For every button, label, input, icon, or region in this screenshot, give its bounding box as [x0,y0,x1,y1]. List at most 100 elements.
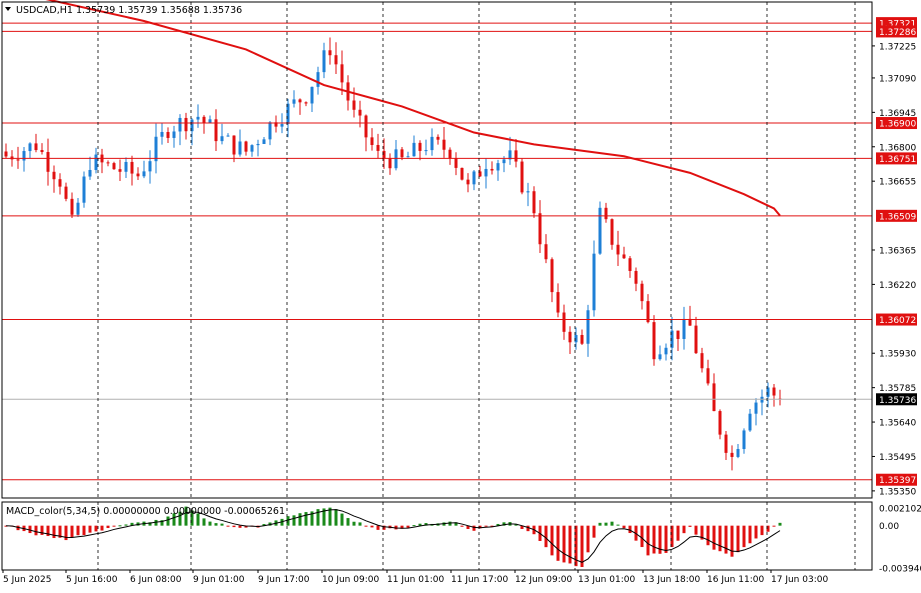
candle-bullish[interactable] [22,151,26,161]
candle-bearish[interactable] [610,219,614,245]
candle-bullish[interactable] [292,99,296,104]
candle-bearish[interactable] [568,331,572,343]
candle-bullish[interactable] [598,207,602,254]
candle-bearish[interactable] [646,301,650,323]
candle-bearish[interactable] [64,186,68,199]
candle-bearish[interactable] [184,117,188,132]
candle-bearish[interactable] [130,161,134,174]
candle-bearish[interactable] [40,150,44,153]
candle-bearish[interactable] [118,169,122,172]
candle-bearish[interactable] [358,109,362,116]
candle-bearish[interactable] [58,179,62,187]
candle-bearish[interactable] [4,151,8,157]
candle-bearish[interactable] [340,64,344,83]
candle-bullish[interactable] [196,116,200,120]
candle-bullish[interactable] [484,168,488,177]
candle-bullish[interactable] [322,50,326,73]
candle-bullish[interactable] [220,136,224,142]
candle-bearish[interactable] [448,149,452,159]
candle-bearish[interactable] [400,149,404,158]
candle-bullish[interactable] [586,310,590,344]
candle-bullish[interactable] [238,141,242,155]
candle-bullish[interactable] [430,136,434,151]
candle-bearish[interactable] [604,207,608,220]
candle-bullish[interactable] [472,171,476,185]
candle-bearish[interactable] [352,100,356,110]
candle-bullish[interactable] [208,119,212,123]
candle-bearish[interactable] [460,167,464,180]
candle-bearish[interactable] [454,158,458,168]
candle-bullish[interactable] [148,161,152,172]
candle-bearish[interactable] [712,383,716,412]
candle-bearish[interactable] [718,411,722,435]
price-pane[interactable] [2,0,872,481]
dropdown-arrow-icon[interactable] [5,7,11,11]
candle-bullish[interactable] [754,402,758,414]
candle-bullish[interactable] [592,253,596,311]
candle-bearish[interactable] [418,142,422,151]
candle-bearish[interactable] [622,254,626,259]
candle-bearish[interactable] [538,213,542,245]
candle-bullish[interactable] [424,150,428,152]
candle-bullish[interactable] [124,161,128,172]
candle-bullish[interactable] [28,143,32,152]
candle-bearish[interactable] [652,322,656,360]
candle-bearish[interactable] [634,270,638,284]
candle-bearish[interactable] [52,171,56,180]
candle-bearish[interactable] [106,162,110,164]
candle-bearish[interactable] [628,258,632,271]
candle-bullish[interactable] [766,387,770,397]
candle-bearish[interactable] [388,158,392,169]
candle-bullish[interactable] [94,154,98,170]
candle-bearish[interactable] [520,161,524,193]
candle-bullish[interactable] [76,202,80,215]
candle-bullish[interactable] [496,163,500,171]
candle-bullish[interactable] [412,142,416,157]
candle-bearish[interactable] [364,115,368,138]
candle-bearish[interactable] [304,102,308,104]
candle-bearish[interactable] [334,55,338,65]
candle-bearish[interactable] [166,131,170,138]
macd-pane[interactable] [4,506,782,568]
candle-bullish[interactable] [682,318,686,339]
candle-bearish[interactable] [136,173,140,177]
candle-bearish[interactable] [442,139,446,150]
candle-bullish[interactable] [502,159,506,164]
candle-bullish[interactable] [658,354,662,360]
candle-bullish[interactable] [406,156,410,158]
candle-bearish[interactable] [466,179,470,185]
candle-bearish[interactable] [580,334,584,344]
candle-bearish[interactable] [298,99,302,103]
candle-bullish[interactable] [736,449,740,457]
candle-bearish[interactable] [724,434,728,453]
candle-bearish[interactable] [232,135,236,155]
candle-bearish[interactable] [34,143,38,151]
candle-bearish[interactable] [436,136,440,140]
candle-bearish[interactable] [694,325,698,354]
candle-bullish[interactable] [190,119,194,132]
candle-bearish[interactable] [730,452,734,457]
candle-bearish[interactable] [244,141,248,152]
candle-bearish[interactable] [544,244,548,260]
candle-bearish[interactable] [616,244,620,255]
candle-bullish[interactable] [508,150,512,160]
candle-bearish[interactable] [688,318,692,326]
candle-bearish[interactable] [706,368,710,384]
candle-bullish[interactable] [316,72,320,87]
candle-bullish[interactable] [268,122,272,140]
candle-bearish[interactable] [514,150,518,162]
candle-bullish[interactable] [250,145,254,152]
candle-bullish[interactable] [226,135,230,137]
candle-bearish[interactable] [676,330,680,339]
candle-bearish[interactable] [478,171,482,177]
candle-bearish[interactable] [112,163,116,170]
candle-bearish[interactable] [370,137,374,145]
candle-bullish[interactable] [262,139,266,144]
candle-bullish[interactable] [280,124,284,127]
symbol-header[interactable]: USDCAD,H1 1.35739 1.35739 1.35688 1.3573… [5,5,242,16]
candle-bullish[interactable] [748,413,752,431]
candle-bearish[interactable] [328,50,332,56]
candle-bearish[interactable] [550,259,554,293]
candle-bullish[interactable] [88,169,92,177]
